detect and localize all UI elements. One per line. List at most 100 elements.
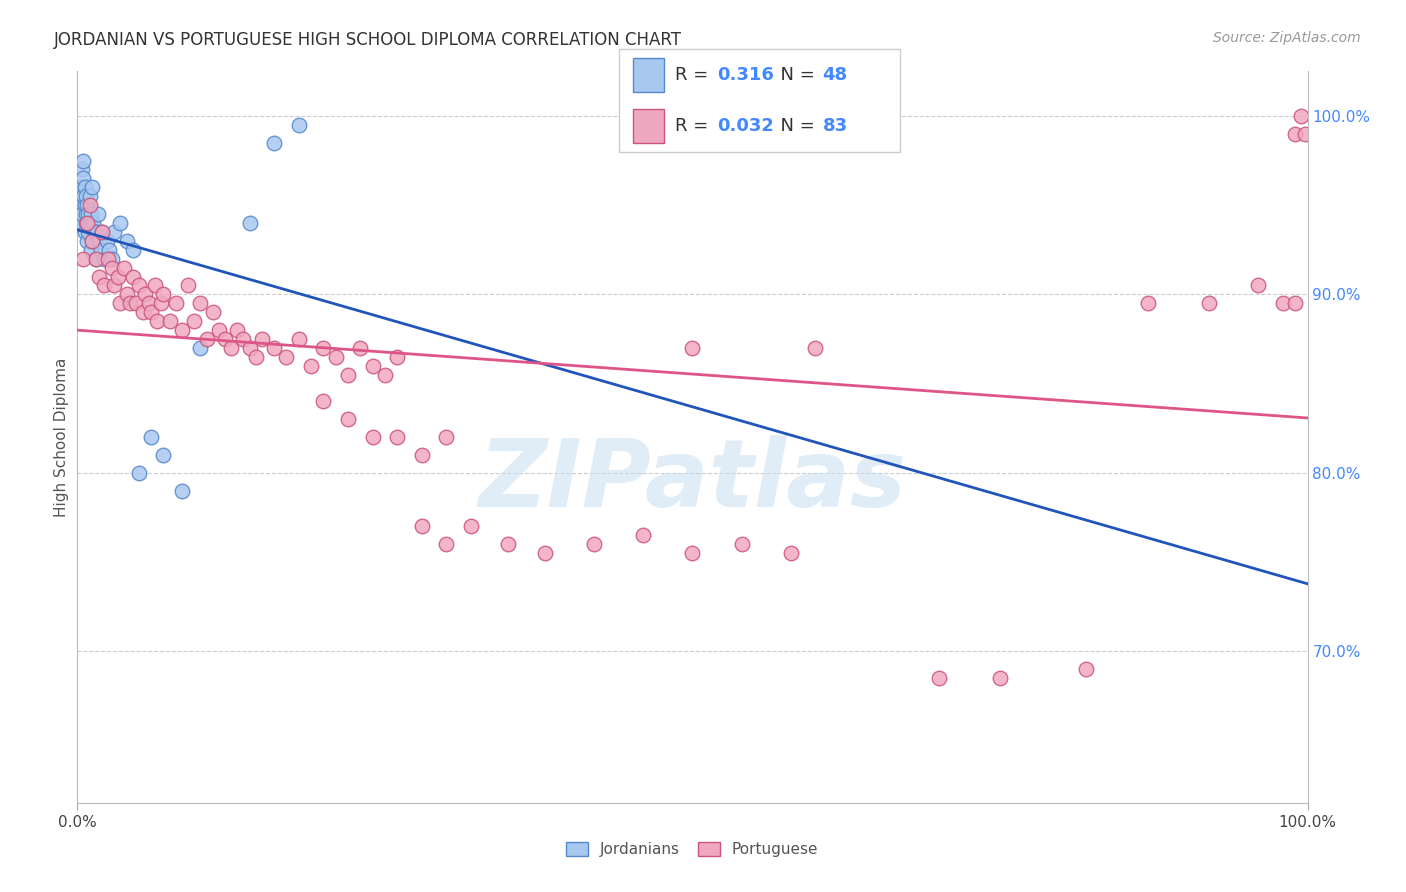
Point [152, 448, 174, 462]
Point [101, 252, 124, 266]
Point [70, 162, 93, 177]
Point [75, 216, 97, 230]
Point [83, 225, 105, 239]
Point [93, 252, 115, 266]
Point [138, 296, 160, 310]
Point [1247, 278, 1270, 293]
Point [460, 519, 482, 533]
Point [232, 332, 254, 346]
Point [288, 332, 311, 346]
Point [128, 278, 150, 293]
Y-axis label: High School Diploma: High School Diploma [53, 358, 69, 516]
Text: 0.032: 0.032 [717, 117, 773, 135]
Point [928, 671, 950, 685]
Point [101, 260, 124, 275]
Point [208, 323, 231, 337]
Point [70, 198, 93, 212]
Point [288, 118, 311, 132]
Point [1291, 109, 1313, 123]
Point [141, 430, 163, 444]
Point [165, 296, 187, 310]
Point [1272, 296, 1295, 310]
Point [361, 359, 384, 373]
Point [1136, 296, 1159, 310]
Point [263, 341, 285, 355]
Point [82, 234, 104, 248]
Point [411, 519, 433, 533]
Point [107, 269, 129, 284]
Point [263, 136, 285, 150]
Point [1284, 296, 1306, 310]
Point [374, 368, 396, 382]
Point [682, 546, 704, 560]
Point [72, 252, 94, 266]
Point [1284, 127, 1306, 141]
Point [1076, 662, 1098, 676]
Point [325, 350, 347, 364]
Point [188, 341, 212, 355]
Point [121, 269, 143, 284]
Point [245, 350, 267, 364]
Point [103, 225, 125, 239]
Point [103, 278, 125, 293]
Point [276, 350, 298, 364]
Point [436, 430, 458, 444]
Point [76, 216, 98, 230]
Point [183, 314, 205, 328]
Point [84, 252, 107, 266]
Point [115, 287, 138, 301]
Point [496, 537, 519, 551]
Point [214, 332, 236, 346]
Point [128, 466, 150, 480]
Point [73, 180, 96, 194]
Point [780, 546, 803, 560]
Text: R =: R = [675, 66, 714, 84]
Point [159, 314, 181, 328]
Point [69, 216, 91, 230]
Point [93, 278, 115, 293]
Point [534, 546, 557, 560]
Point [72, 189, 94, 203]
Point [82, 180, 104, 194]
Point [682, 341, 704, 355]
Point [337, 368, 360, 382]
Point [361, 430, 384, 444]
Point [79, 216, 101, 230]
Point [250, 332, 273, 346]
Text: R =: R = [675, 117, 714, 135]
Point [77, 225, 100, 239]
Point [312, 394, 335, 409]
Point [337, 412, 360, 426]
Point [219, 341, 242, 355]
Point [436, 537, 458, 551]
Point [988, 671, 1011, 685]
Point [75, 189, 97, 203]
Point [72, 153, 94, 168]
Point [115, 234, 138, 248]
Point [349, 341, 371, 355]
Point [804, 341, 827, 355]
Point [90, 225, 114, 239]
Point [79, 198, 101, 212]
Point [131, 305, 153, 319]
Point [72, 171, 94, 186]
Point [73, 198, 96, 212]
Point [80, 207, 103, 221]
Point [98, 243, 121, 257]
Point [239, 341, 262, 355]
Point [731, 537, 754, 551]
Point [110, 216, 132, 230]
Point [82, 234, 104, 248]
Text: 0.316: 0.316 [717, 66, 773, 84]
Point [170, 323, 193, 337]
Point [80, 243, 103, 257]
Point [84, 252, 107, 266]
Point [96, 234, 118, 248]
Point [385, 350, 409, 364]
Point [170, 483, 193, 498]
Point [75, 207, 97, 221]
Point [411, 448, 433, 462]
Point [299, 359, 322, 373]
Point [76, 198, 98, 212]
Point [70, 207, 93, 221]
